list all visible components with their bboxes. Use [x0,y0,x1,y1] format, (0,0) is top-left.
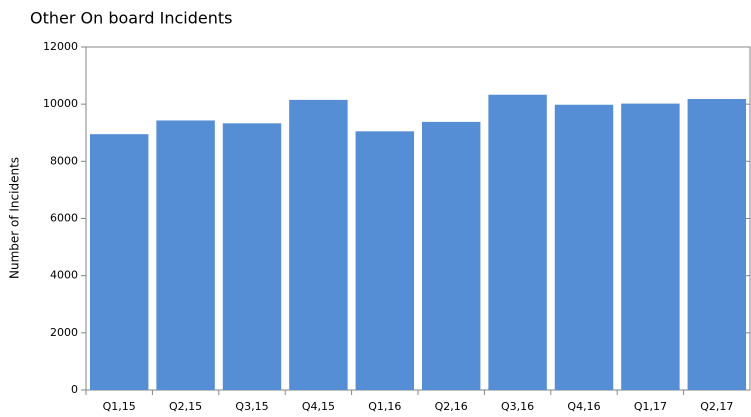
x-tick-label: Q3,16 [501,400,534,413]
y-tick-label: 2000 [50,326,78,339]
x-tick-label: Q4,15 [302,400,335,413]
bar [687,99,747,390]
x-tick-label: Q2,17 [700,400,733,413]
bar [621,103,680,390]
y-tick-label: 4000 [50,269,78,282]
chart-title: Other On board Incidents [30,9,232,28]
x-tick-label: Q3,15 [235,400,268,413]
x-tick-label: Q2,15 [169,400,202,413]
bar [488,94,547,391]
bar [89,134,149,390]
bar [289,99,348,391]
bar [156,120,215,390]
bar [222,123,282,390]
bar [355,131,415,390]
x-tick-label: Q1,17 [634,400,667,413]
bar [421,121,481,390]
x-tick-label: Q4,16 [567,400,600,413]
y-tick-label: 8000 [50,154,78,167]
bar [554,104,614,390]
x-tick-label: Q1,15 [103,400,136,413]
y-tick-label: 0 [71,383,78,396]
y-tick-label: 10000 [43,97,78,110]
x-tick-label: Q2,16 [435,400,468,413]
y-tick-label: 12000 [43,40,78,53]
y-tick-label: 6000 [50,212,78,225]
x-tick-label: Q1,16 [368,400,401,413]
y-axis-label: Number of Incidents [8,157,22,279]
